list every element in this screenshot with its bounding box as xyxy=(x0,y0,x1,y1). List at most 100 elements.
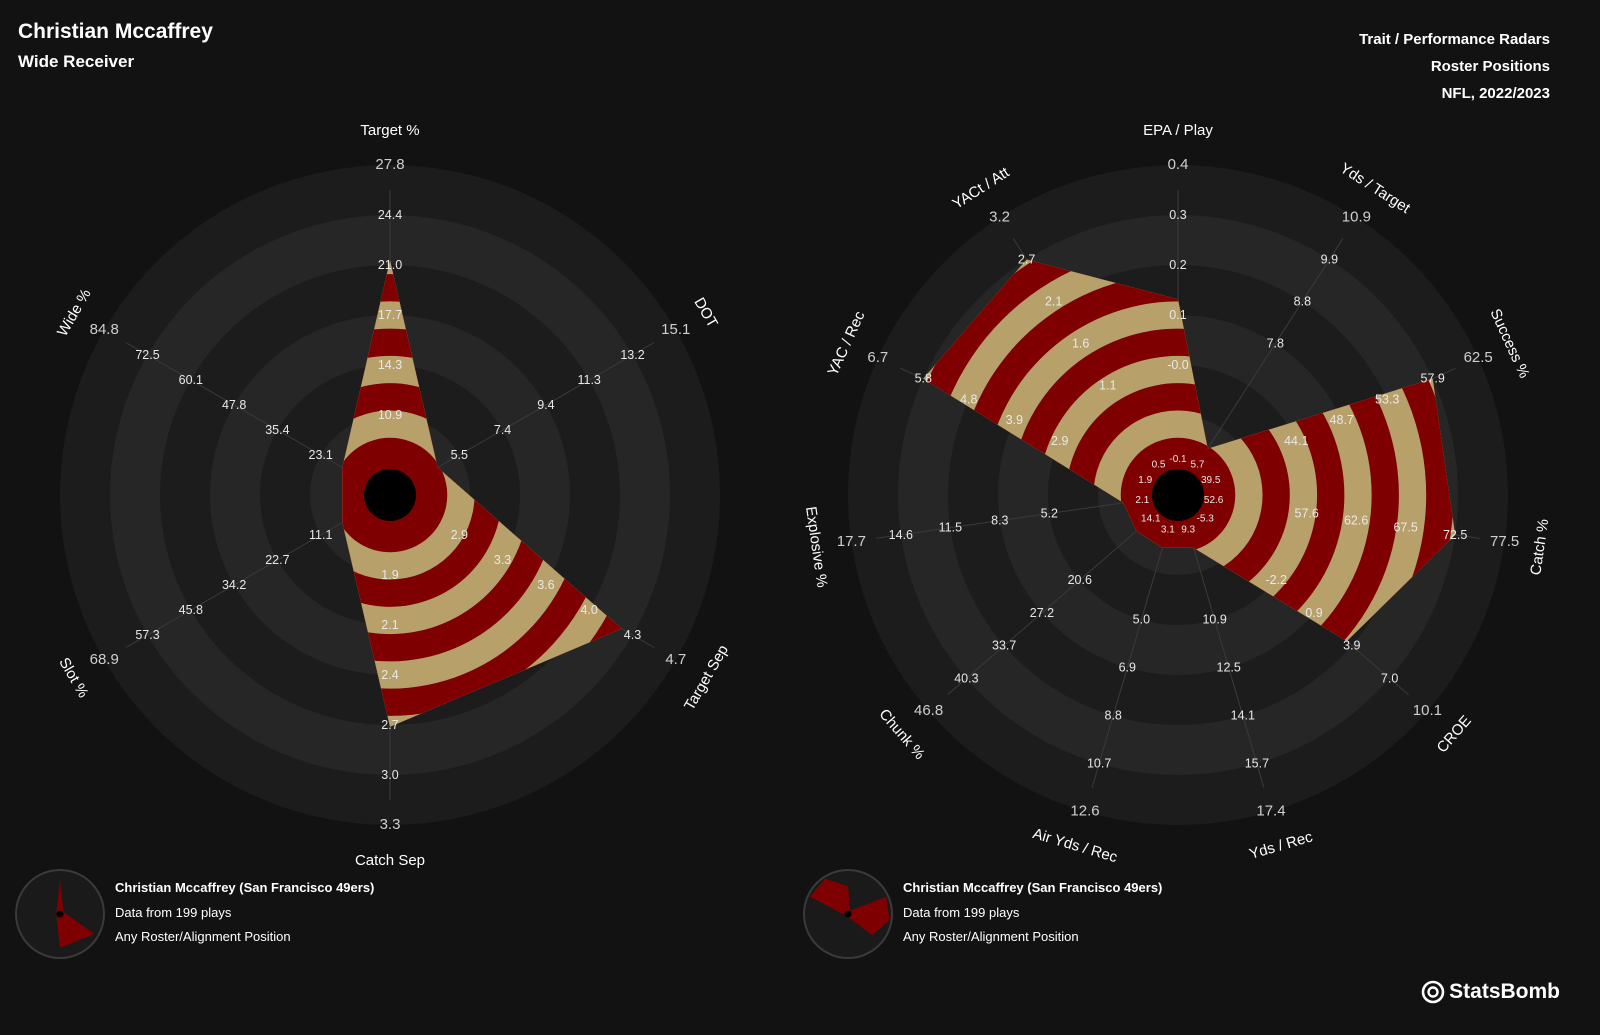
player-position: Wide Receiver xyxy=(18,52,135,71)
radar-tick-label: 7.8 xyxy=(1267,337,1284,351)
radar-axis-label: Target Sep xyxy=(681,642,732,713)
radar-tick-label: 11.1 xyxy=(309,528,332,542)
radar-tick-label: 0.2 xyxy=(1169,258,1186,272)
radar-tick-label: 12.6 xyxy=(1070,803,1099,820)
radar-spoke xyxy=(1091,523,1171,788)
radar-tick-label: -2.2 xyxy=(1265,573,1287,587)
radar-tick-label: 34.2 xyxy=(222,578,246,592)
radar-tick-label: 21.0 xyxy=(378,258,402,272)
radar-tick-label: 10.1 xyxy=(1413,702,1442,719)
radar-tick-label: 2.1 xyxy=(1045,295,1062,309)
radar-tick-label: 9.9 xyxy=(1321,252,1338,266)
radar-tick-label: 10.9 xyxy=(1342,208,1371,225)
radar-inner-tick-label: -0.1 xyxy=(1169,454,1187,465)
legend-thumbnail-right xyxy=(803,869,893,959)
radar-axis-label: Wide % xyxy=(54,286,95,339)
radar-tick-label: 20.6 xyxy=(1068,573,1092,587)
legend-radar-mini-1 xyxy=(803,869,893,959)
radar-tick-label: 24.4 xyxy=(378,208,402,222)
legend-radar-mini-0 xyxy=(15,869,105,959)
legend-mini-hub xyxy=(56,910,64,918)
radar-spoke xyxy=(1185,523,1265,788)
radar-chart-0: 10.9 14.3 17.7 21.0 24.4 27.8 Target % 5.5 7.4 9.… xyxy=(54,122,732,869)
radar-hub-cover xyxy=(364,469,416,521)
radar-tick-label: 62.5 xyxy=(1464,349,1493,366)
radar-spoke xyxy=(947,514,1156,696)
legend-right: Christian Mccaffrey (San Francisco 49ers… xyxy=(802,868,1282,964)
radar-tick-label: 23.1 xyxy=(309,448,333,462)
radar-tick-label: 12.5 xyxy=(1217,661,1241,675)
radar-tick-label: 48.7 xyxy=(1330,413,1354,427)
radar-tick-label: 77.5 xyxy=(1490,533,1519,550)
legend-left: Christian Mccaffrey (San Francisco 49ers… xyxy=(14,868,494,964)
radar-tick-label: 22.7 xyxy=(265,553,289,567)
radar-tick-label: 8.3 xyxy=(991,514,1008,528)
radar-tick-label: 10.9 xyxy=(378,408,402,422)
radar-tick-label: 11.3 xyxy=(577,373,600,387)
radar-tick-label: 27.8 xyxy=(375,156,404,173)
radar-tick-label: 3.3 xyxy=(380,816,401,833)
legend-position-filter: Any Roster/Alignment Position xyxy=(115,929,291,944)
statsbomb-logo: StatsBomb xyxy=(1421,980,1560,1004)
radar-axis-label: YACt / Att xyxy=(949,163,1013,212)
radar-tick-label: 68.9 xyxy=(90,651,119,668)
radar-tick-label: 17.4 xyxy=(1256,803,1285,820)
legend-mini-shape xyxy=(809,878,890,936)
legend-player-name: Christian Mccaffrey (San Francisco 49ers… xyxy=(115,880,375,895)
legend-mini-shape xyxy=(56,879,95,948)
legend-player-name: Christian Mccaffrey (San Francisco 49ers… xyxy=(903,880,1163,895)
radar-chart-1: -0.0 0.1 0.2 0.3 0.4 -0.1 EPA / Play 7.8 8.8 9.9 1… xyxy=(802,122,1552,866)
radar-inner-tick-label: 52.6 xyxy=(1204,495,1224,506)
radar-tick-label: 33.7 xyxy=(992,639,1016,653)
radar-tick-label: 0.1 xyxy=(1169,308,1186,322)
radar-tick-label: 1.1 xyxy=(1099,379,1116,393)
radar-tick-label: 3.9 xyxy=(1006,413,1023,427)
radar-spoke xyxy=(125,509,365,648)
radar-tick-label: 14.3 xyxy=(378,358,402,372)
radar-axis-label: Explosive % xyxy=(802,505,830,588)
radar-tick-label: -0.0 xyxy=(1167,358,1189,372)
radar-axis-label: DOT xyxy=(690,295,721,331)
radar-axis-label: Air Yds / Rec xyxy=(1031,825,1120,866)
radar-tick-label: 14.1 xyxy=(1231,709,1255,723)
radar-axis-label: Target % xyxy=(360,122,419,139)
legend-sample: Data from 199 plays xyxy=(903,904,1020,920)
radar-tick-label: 1.6 xyxy=(1072,337,1089,351)
radar-tick-label: 17.7 xyxy=(837,533,866,550)
legend-sample: Data from 199 plays xyxy=(115,904,232,920)
radar-tick-label: 4.7 xyxy=(665,651,686,668)
radar-spoke xyxy=(876,498,1149,539)
radar-tick-label: 9.4 xyxy=(537,398,554,412)
statsbomb-icon xyxy=(1421,980,1445,1004)
header-line-3: NFL, 2022/2023 xyxy=(1441,85,1550,102)
radar-inner-tick-label: 0.5 xyxy=(1152,460,1166,471)
radar-tick-label: 8.8 xyxy=(1105,709,1122,723)
radar-tick-label: 40.3 xyxy=(954,671,978,685)
player-name: Christian Mccaffrey xyxy=(18,20,213,43)
radar-axis-label: EPA / Play xyxy=(1143,122,1213,139)
radar-axis-label: Yds / Rec xyxy=(1247,828,1315,863)
radar-tick-label: 10.9 xyxy=(1202,613,1226,627)
radar-tick-label: 6.9 xyxy=(1119,661,1136,675)
radar-tick-label: 57.3 xyxy=(135,628,159,642)
radar-tick-label: 84.8 xyxy=(90,321,119,338)
radar-tick-label: 53.3 xyxy=(1375,392,1399,406)
radar-tick-label: 17.7 xyxy=(378,308,402,322)
radar-inner-tick-label: 14.1 xyxy=(1141,514,1161,525)
brand-name: StatsBomb xyxy=(1449,980,1560,1003)
radar-axis-label: Catch % xyxy=(1527,518,1552,577)
radar-tick-label: 1.9 xyxy=(381,568,398,582)
radar-tick-label: 8.8 xyxy=(1294,295,1311,309)
radar-tick-label: 14.6 xyxy=(889,528,913,542)
header-line-1: Trait / Performance Radars xyxy=(1359,31,1550,48)
radar-tick-label: 10.7 xyxy=(1087,757,1111,771)
radar-inner-tick-label: 3.1 xyxy=(1161,525,1175,536)
radar-tick-label: 57.9 xyxy=(1421,372,1445,386)
radar-tick-label: 0.3 xyxy=(1169,208,1186,222)
radar-tick-label: 4.0 xyxy=(580,603,597,617)
radar-inner-tick-label: 39.5 xyxy=(1201,475,1221,486)
radar-hub-cover xyxy=(1152,469,1204,521)
radar-tick-label: 2.7 xyxy=(1018,252,1035,266)
radar-tick-label: 35.4 xyxy=(265,423,289,437)
radar-inner-tick-label: 9.3 xyxy=(1181,525,1195,536)
